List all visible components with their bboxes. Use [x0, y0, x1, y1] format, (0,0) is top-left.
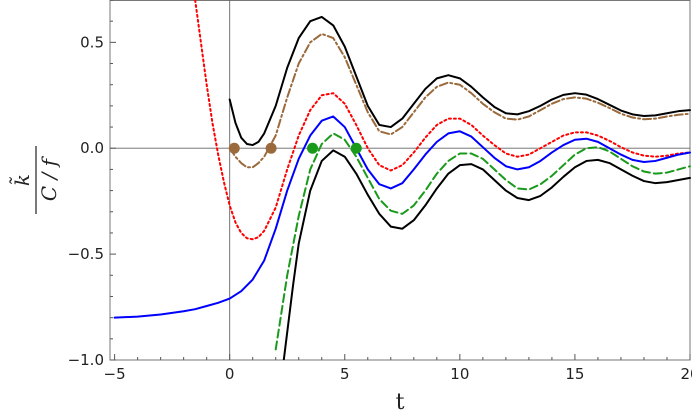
x-tick-label: 10	[450, 365, 469, 383]
series-line-6	[282, 149, 691, 360]
y-axis-label-denominator: C / f	[37, 155, 61, 201]
series-line-4	[113, 115, 691, 319]
y-tick-label: 0.5	[80, 33, 104, 51]
root-marker-3	[307, 142, 319, 154]
x-tick-label: 0	[225, 365, 235, 383]
y-axis: −1.0 −0.5 0.0 0.5	[68, 0, 116, 369]
y-tick-label: −1.0	[68, 351, 104, 369]
series-layer	[113, 0, 691, 360]
series-line-5	[274, 132, 691, 351]
y-axis-label-numerator: k̃	[8, 174, 34, 186]
marker-layer	[228, 142, 362, 154]
root-marker-1	[228, 142, 240, 154]
root-marker-4	[350, 142, 362, 154]
y-axis-label: k̃ C / f	[8, 146, 61, 214]
plot-frame	[109, 0, 691, 361]
plot-border	[109, 0, 691, 361]
series-line-1	[228, 15, 691, 147]
reference-lines	[110, 0, 690, 360]
y-tick-label: −0.5	[68, 245, 104, 263]
x-tick-label: 15	[565, 365, 584, 383]
x-axis: −5 0 5 10 15 20	[104, 354, 692, 383]
y-tick-label: 0.0	[80, 139, 104, 157]
x-axis-label: t	[396, 390, 405, 415]
series-line-2	[228, 32, 691, 169]
x-tick-label: −5	[104, 365, 126, 383]
x-tick-label: 5	[340, 365, 350, 383]
series-line-3	[194, 0, 691, 241]
root-marker-2	[265, 142, 277, 154]
x-tick-label: 20	[680, 365, 692, 383]
